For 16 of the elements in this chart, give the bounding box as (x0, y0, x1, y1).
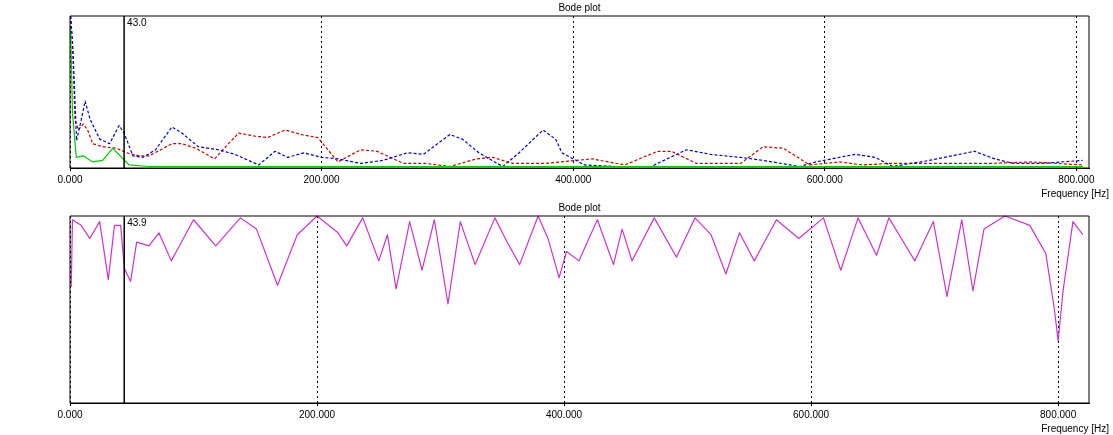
ref-line-label: 43.9 (127, 216, 148, 228)
chart-title: Bode plot (558, 201, 601, 213)
chart-title: Bode plot (558, 1, 601, 13)
x-tick-label: 0.000 (57, 173, 83, 185)
x-tick-label: 600.000 (806, 173, 844, 185)
x-axis-title: Frequency [Hz] (1041, 187, 1110, 199)
x-tick-label: 400.000 (555, 173, 592, 185)
x-tick-label: 600.000 (793, 408, 830, 420)
x-tick-label: 0.000 (57, 408, 83, 420)
x-tick-label: 800.000 (1040, 408, 1077, 420)
x-tick-label: 400.000 (545, 408, 583, 420)
x-tick-label: 800.000 (1058, 173, 1095, 185)
x-axis-title: Frequency [Hz] (1041, 422, 1110, 434)
ref-line-label: 43.0 (127, 16, 147, 28)
x-tick-label: 200.000 (303, 173, 341, 185)
x-tick-label: 200.000 (298, 408, 336, 420)
